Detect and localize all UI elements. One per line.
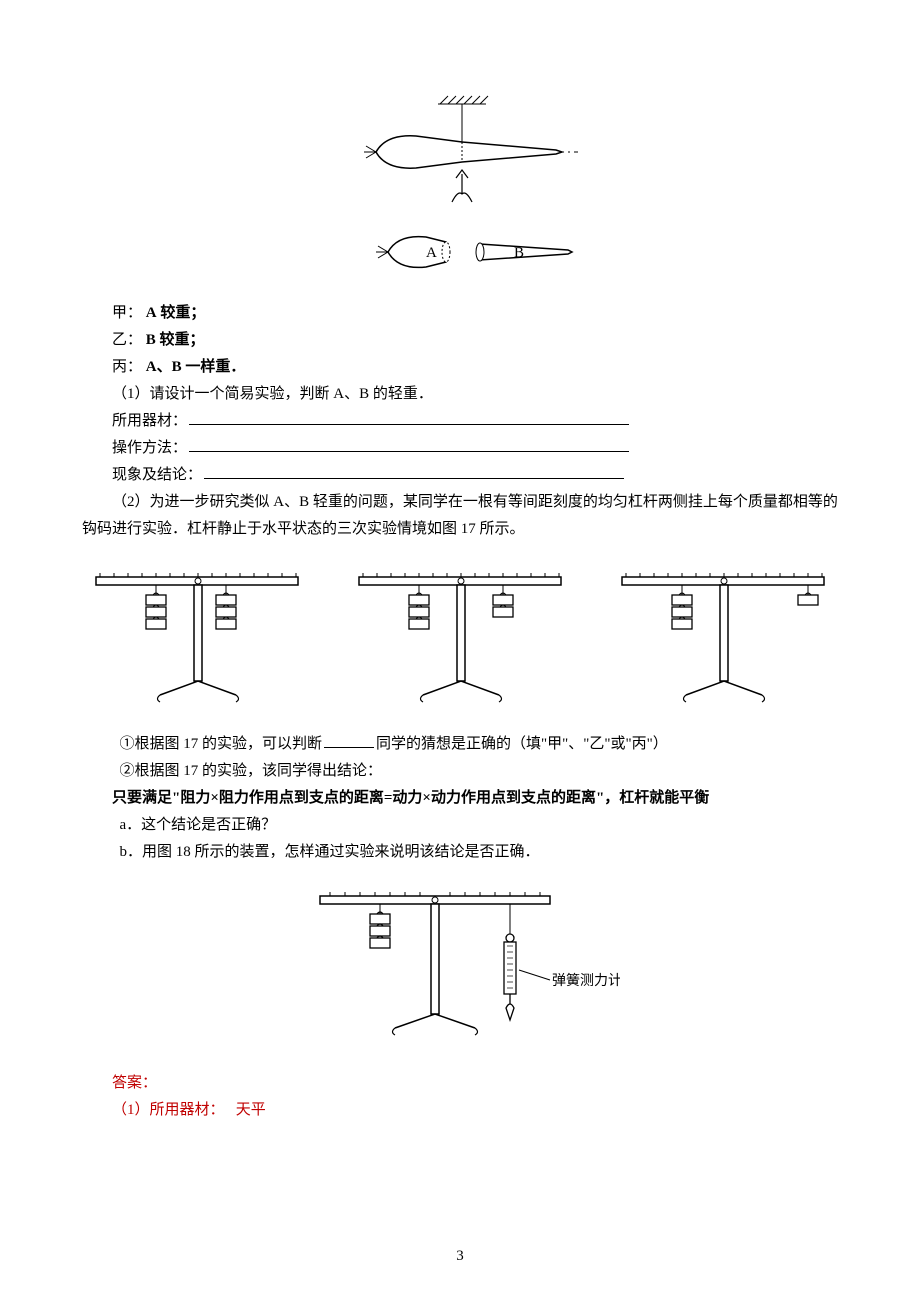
fig18-svg: 弹簧测力计 <box>300 880 620 1050</box>
figure-18: 弹簧测力计 <box>82 880 838 1050</box>
q1-method: 操作方法： <box>82 435 838 462</box>
blank-method <box>189 436 629 452</box>
sub2-intro: ②根据图 17 的实验，该同学得出结论： <box>82 758 838 785</box>
lever-setup-2 <box>345 561 575 711</box>
label-b: B <box>514 245 524 261</box>
carrot-diagram-svg: A B <box>330 92 590 282</box>
hyp-yi: 乙： B 较重； <box>112 327 838 354</box>
blank-equip <box>189 409 629 425</box>
lever-setup-1 <box>82 561 312 711</box>
q1-result: 现象及结论： <box>82 462 838 489</box>
conclusion-bold: 只要满足"阻力×阻力作用点到支点的距离=动力×动力作用点到支点的距离"，杠杆就能… <box>82 785 838 812</box>
blank-result <box>204 463 624 479</box>
label-a: A <box>426 245 437 261</box>
hyp-jia: 甲： A 较重； <box>112 300 838 327</box>
sub2a: a．这个结论是否正确？ <box>82 812 838 839</box>
page: A B 甲： A 较重； 乙： B 较重； 丙： A、B 一样重． （1）请设计… <box>0 0 920 1300</box>
lever-setup-3 <box>608 561 838 711</box>
q1-equip: 所用器材： <box>82 408 838 435</box>
figure-carrot: A B <box>82 92 838 282</box>
answer-line1: （1）所用器材： 天平 <box>112 1097 838 1124</box>
sub2b: b．用图 18 所示的装置，怎样通过实验来说明该结论是否正确． <box>82 839 838 866</box>
blank-sub1 <box>324 732 374 748</box>
spring-scale-label: 弹簧测力计 <box>552 973 620 989</box>
hyp-bing: 丙： A、B 一样重． <box>112 354 838 381</box>
q1-line: （1）请设计一个简易实验，判断 A、B 的轻重． <box>82 381 838 408</box>
answer-block: 答案： （1）所用器材： 天平 <box>112 1070 838 1124</box>
answer-header: 答案： <box>112 1070 838 1097</box>
sub1: ①根据图 17 的实验，可以判断同学的猜想是正确的（填"甲"、"乙"或"丙"） <box>82 731 838 758</box>
hypotheses-block: 甲： A 较重； 乙： B 较重； 丙： A、B 一样重． <box>112 300 838 381</box>
page-number: 3 <box>0 1243 920 1270</box>
q2-text: （2）为进一步研究类似 A、B 轻重的问题，某同学在一根有等间距刻度的均匀杠杆两… <box>82 489 838 543</box>
figure-17 <box>82 561 838 711</box>
